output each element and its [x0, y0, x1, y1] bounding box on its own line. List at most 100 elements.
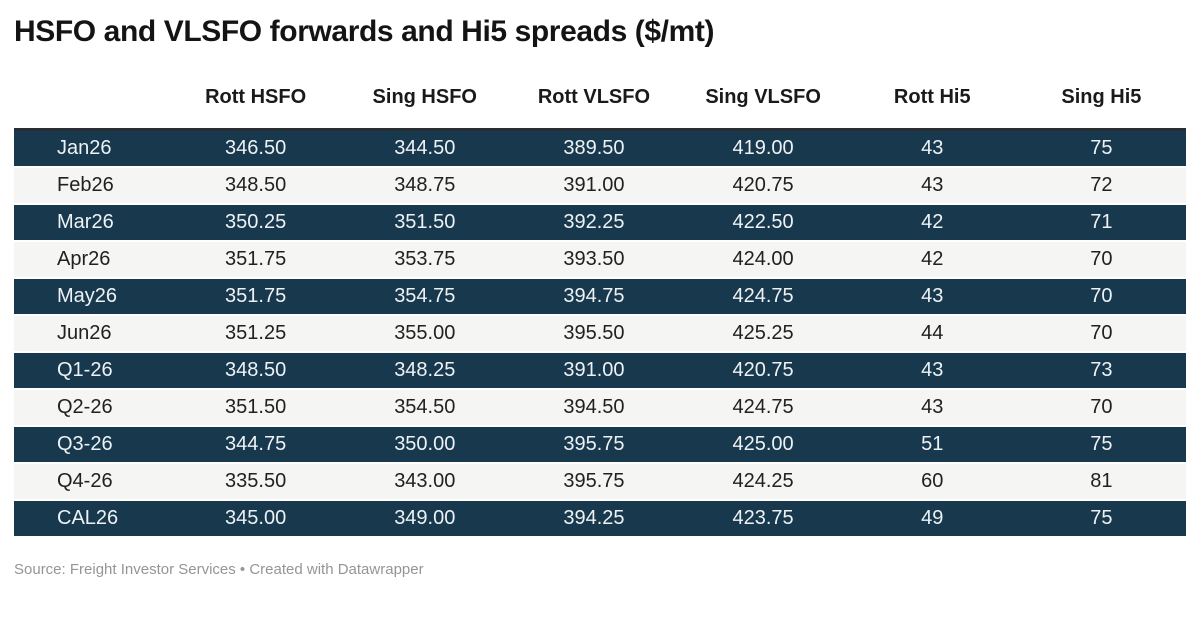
cell-value: 350.25 [171, 203, 341, 242]
cell-value: 391.00 [509, 166, 679, 205]
table-row: Mar26 350.25 351.50 392.25 422.50 42 71 [14, 203, 1186, 242]
column-header: Rott Hi5 [847, 86, 1017, 131]
cell-value: 346.50 [171, 129, 341, 168]
cell-value: 75 [1016, 425, 1186, 464]
cell-value: 351.50 [171, 388, 341, 427]
table-row: Apr26 351.75 353.75 393.50 424.00 42 70 [14, 240, 1186, 279]
cell-value: 81 [1016, 462, 1186, 501]
cell-value: 49 [847, 499, 1017, 538]
cell-value: 43 [847, 351, 1017, 390]
table-row: Q1-26 348.50 348.25 391.00 420.75 43 73 [14, 351, 1186, 390]
column-header: Rott VLSFO [509, 86, 679, 131]
cell-value: 335.50 [171, 462, 341, 501]
row-label: Jun26 [14, 314, 172, 353]
cell-value: 424.00 [678, 240, 848, 279]
row-label: Mar26 [14, 203, 172, 242]
cell-value: 73 [1016, 351, 1186, 390]
page-title: HSFO and VLSFO forwards and Hi5 spreads … [14, 15, 715, 48]
cell-value: 42 [847, 203, 1017, 242]
cell-value: 344.50 [340, 129, 510, 168]
cell-value: 353.75 [340, 240, 510, 279]
cell-value: 348.25 [340, 351, 510, 390]
cell-value: 394.25 [509, 499, 679, 538]
cell-value: 389.50 [509, 129, 679, 168]
row-label: Q2-26 [14, 388, 172, 427]
forwards-table: Rott HSFO Sing HSFO Rott VLSFO Sing VLSFO Ro… [14, 86, 1186, 538]
cell-value: 43 [847, 129, 1017, 168]
row-label: CAL26 [14, 499, 172, 538]
cell-value: 350.00 [340, 425, 510, 464]
cell-value: 348.50 [171, 166, 341, 205]
cell-value: 51 [847, 425, 1017, 464]
cell-value: 420.75 [678, 166, 848, 205]
cell-value: 343.00 [340, 462, 510, 501]
table-row: Q3-26 344.75 350.00 395.75 425.00 51 75 [14, 425, 1186, 464]
cell-value: 349.00 [340, 499, 510, 538]
column-header: Sing Hi5 [1016, 86, 1186, 131]
cell-value: 71 [1016, 203, 1186, 242]
cell-value: 344.75 [171, 425, 341, 464]
table-header-row: Rott HSFO Sing HSFO Rott VLSFO Sing VLSFO Ro… [14, 86, 1186, 131]
table-body: Jan26 346.50 344.50 389.50 419.00 43 75 Feb26 34… [14, 129, 1186, 538]
cell-value: 348.75 [340, 166, 510, 205]
row-label: Q3-26 [14, 425, 172, 464]
table-row: May26 351.75 354.75 394.75 424.75 43 70 [14, 277, 1186, 316]
column-header: Sing HSFO [340, 86, 510, 131]
cell-value: 351.75 [171, 240, 341, 279]
cell-value: 420.75 [678, 351, 848, 390]
cell-value: 395.75 [509, 425, 679, 464]
cell-value: 395.75 [509, 462, 679, 501]
cell-value: 75 [1016, 499, 1186, 538]
source-note: Source: Freight Investor Services • Crea… [14, 560, 424, 578]
cell-value: 422.50 [678, 203, 848, 242]
cell-value: 393.50 [509, 240, 679, 279]
cell-value: 72 [1016, 166, 1186, 205]
table-row: CAL26 345.00 349.00 394.25 423.75 49 75 [14, 499, 1186, 538]
row-label: Jan26 [14, 129, 172, 168]
cell-value: 42 [847, 240, 1017, 279]
column-header: Rott HSFO [171, 86, 341, 131]
column-header-period [14, 86, 172, 131]
cell-value: 424.75 [678, 388, 848, 427]
table-row: Jun26 351.25 355.00 395.50 425.25 44 70 [14, 314, 1186, 353]
cell-value: 60 [847, 462, 1017, 501]
cell-value: 348.50 [171, 351, 341, 390]
cell-value: 394.75 [509, 277, 679, 316]
cell-value: 354.50 [340, 388, 510, 427]
cell-value: 70 [1016, 277, 1186, 316]
cell-value: 395.50 [509, 314, 679, 353]
cell-value: 70 [1016, 240, 1186, 279]
row-label: Feb26 [14, 166, 172, 205]
cell-value: 44 [847, 314, 1017, 353]
table-row: Q2-26 351.50 354.50 394.50 424.75 43 70 [14, 388, 1186, 427]
cell-value: 43 [847, 388, 1017, 427]
row-label: Q1-26 [14, 351, 172, 390]
row-label: Apr26 [14, 240, 172, 279]
cell-value: 391.00 [509, 351, 679, 390]
cell-value: 425.25 [678, 314, 848, 353]
table-row: Jan26 346.50 344.50 389.50 419.00 43 75 [14, 129, 1186, 168]
page: HSFO and VLSFO forwards and Hi5 spreads … [0, 12, 1200, 579]
table-row: Q4-26 335.50 343.00 395.75 424.25 60 81 [14, 462, 1186, 501]
column-header: Sing VLSFO [678, 86, 848, 131]
cell-value: 70 [1016, 314, 1186, 353]
cell-value: 424.75 [678, 277, 848, 316]
row-label: May26 [14, 277, 172, 316]
cell-value: 70 [1016, 388, 1186, 427]
cell-value: 354.75 [340, 277, 510, 316]
cell-value: 424.25 [678, 462, 848, 501]
cell-value: 351.50 [340, 203, 510, 242]
cell-value: 351.75 [171, 277, 341, 316]
table-row: Feb26 348.50 348.75 391.00 420.75 43 72 [14, 166, 1186, 205]
cell-value: 355.00 [340, 314, 510, 353]
cell-value: 75 [1016, 129, 1186, 168]
cell-value: 351.25 [171, 314, 341, 353]
cell-value: 345.00 [171, 499, 341, 538]
cell-value: 392.25 [509, 203, 679, 242]
cell-value: 394.50 [509, 388, 679, 427]
row-label: Q4-26 [14, 462, 172, 501]
cell-value: 425.00 [678, 425, 848, 464]
cell-value: 43 [847, 277, 1017, 316]
cell-value: 419.00 [678, 129, 848, 168]
cell-value: 43 [847, 166, 1017, 205]
